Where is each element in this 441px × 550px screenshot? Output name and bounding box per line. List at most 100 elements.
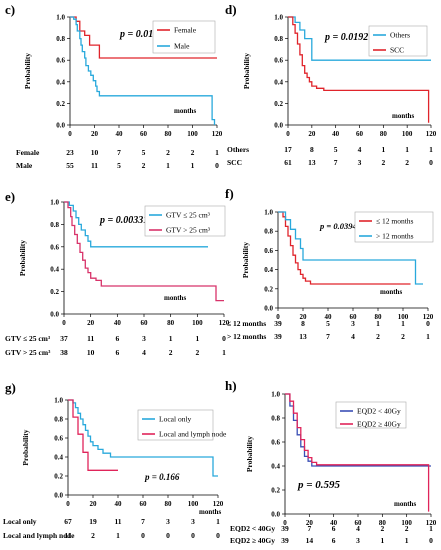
km-panel-g: g)0.00.20.40.60.81.00 20 40 60 80 100 120Proba… xyxy=(3,380,227,540)
risk-table: EQD2 < 40Gy 39 7 6 4 2 2 1 EQD2 ≥ 40Gy 39 14 6 3 1 1 0 xyxy=(230,524,433,545)
legend-entry-2: > 12 months xyxy=(376,232,414,241)
risk-cell: 2 xyxy=(405,524,409,533)
x-tick-label: 60 xyxy=(350,313,358,321)
risk-row-label: > 12 months xyxy=(227,332,266,341)
risk-cell: 1 xyxy=(401,319,405,328)
risk-row-label: Male xyxy=(16,161,33,170)
risk-cell: 13 xyxy=(308,158,316,167)
legend-box xyxy=(354,211,434,243)
p-value-label: p = 0.0105 xyxy=(119,29,163,40)
x-tick-label: 120 xyxy=(219,319,230,327)
y-tick-label: 0.6 xyxy=(56,57,65,65)
risk-cell: 3 xyxy=(356,536,360,545)
x-axis-unit-label: months xyxy=(394,500,416,508)
x-tick-label: 100 xyxy=(401,519,412,527)
y-tick-label: 0.6 xyxy=(54,435,63,443)
risk-cell: 7 xyxy=(117,148,121,157)
y-tick-label: 0.2 xyxy=(54,473,63,481)
risk-cell: 10 xyxy=(91,148,99,157)
x-tick-label: 0 xyxy=(283,519,287,527)
x-tick-label: 100 xyxy=(398,313,409,321)
y-tick-label: 1.0 xyxy=(264,209,273,217)
survival-curve-2 xyxy=(288,16,430,123)
legend-entry-1: GTV ≤ 25 cm³ xyxy=(166,211,211,220)
risk-cell: 17 xyxy=(284,145,292,154)
risk-cell: 3 xyxy=(351,319,355,328)
risk-cell: 39 xyxy=(274,332,282,341)
y-tick-label: 0.8 xyxy=(56,35,65,43)
risk-row-label: GTV > 25 cm³ xyxy=(5,348,51,357)
panel-label: e) xyxy=(5,189,15,204)
risk-cell: 0 xyxy=(141,531,145,540)
panel-label: d) xyxy=(225,2,237,17)
x-tick-label: 120 xyxy=(212,130,223,138)
x-tick-label: 60 xyxy=(140,500,148,508)
risk-table: Local only 67 19 11 7 3 3 1 Local and lymph node… xyxy=(3,517,220,540)
risk-cell: 0 xyxy=(429,158,433,167)
survival-curve-2 xyxy=(64,201,224,302)
risk-cell: 5 xyxy=(142,148,146,157)
risk-cell: 2 xyxy=(166,148,170,157)
x-tick-label: 0 xyxy=(286,130,290,138)
y-tick-label: 0.2 xyxy=(56,100,65,108)
y-tick-label: 0.0 xyxy=(50,311,59,319)
risk-cell: 11 xyxy=(114,517,121,526)
risk-cell: 7 xyxy=(307,524,311,533)
x-tick-label: 20 xyxy=(90,500,98,508)
x-tick-label: 20 xyxy=(308,130,316,138)
y-tick-label: 0.4 xyxy=(271,463,280,471)
legend-entry-1: Local only xyxy=(159,415,192,424)
risk-row-label: SCC xyxy=(227,158,242,167)
y-tick-label: 0.4 xyxy=(50,266,59,274)
risk-cell: 37 xyxy=(60,334,68,343)
x-tick-label: 60 xyxy=(141,319,149,327)
km-panel-h: h)0.00.20.40.60.81.00 20 40 60 80 100 120Proba… xyxy=(225,378,437,545)
x-tick-label: 20 xyxy=(300,313,308,321)
legend-entry-1: Female xyxy=(174,26,197,35)
legend-box xyxy=(368,25,428,57)
risk-cell: 2 xyxy=(381,158,385,167)
risk-cell: 2 xyxy=(401,332,405,341)
risk-cell: 3 xyxy=(191,517,195,526)
risk-cell: 8 xyxy=(310,145,314,154)
x-tick-label: 100 xyxy=(187,130,198,138)
legend: GTV ≤ 25 cm³ GTV > 25 cm³ xyxy=(144,205,226,237)
y-axis-label: Probability xyxy=(242,53,251,89)
risk-cell: 0 xyxy=(216,531,220,540)
survival-curve-2 xyxy=(278,211,423,285)
risk-cell: 1 xyxy=(216,517,220,526)
x-axis-unit-label: months xyxy=(199,508,221,516)
y-axis-label: Probability xyxy=(245,436,254,472)
y-tick-label: 0.0 xyxy=(56,122,65,130)
risk-cell: 1 xyxy=(191,161,195,170)
y-tick-label: 0.8 xyxy=(50,221,59,229)
y-tick-label: 0.6 xyxy=(50,243,59,251)
risk-cell: 0 xyxy=(191,531,195,540)
y-tick-label: 1.0 xyxy=(56,14,65,22)
survival-curve-1 xyxy=(288,16,431,61)
legend-entry-2: EQD2 ≥ 40Gy xyxy=(357,420,401,429)
risk-cell: 4 xyxy=(358,145,362,154)
risk-cell: 1 xyxy=(215,148,219,157)
risk-cell: 1 xyxy=(429,524,433,533)
y-axis-label: Probability xyxy=(21,429,30,465)
x-tick-label: 100 xyxy=(402,130,413,138)
y-tick-label: 0.0 xyxy=(264,305,273,313)
risk-cell: 0 xyxy=(222,334,226,343)
risk-cell: 2 xyxy=(169,348,173,357)
risk-cell: 2 xyxy=(191,148,195,157)
risk-cell: 0 xyxy=(426,319,430,328)
risk-row-label: GTV ≤ 25 cm³ xyxy=(5,334,51,343)
risk-cell: 39 xyxy=(281,536,289,545)
legend-entry-2: SCC xyxy=(390,46,404,55)
y-tick-label: 0.8 xyxy=(264,228,273,236)
x-tick-label: 20 xyxy=(91,130,99,138)
risk-cell: 4 xyxy=(351,332,355,341)
legend-entry-2: Male xyxy=(174,42,190,51)
risk-cell: 1 xyxy=(426,332,430,341)
legend: Others SCC xyxy=(368,25,428,57)
risk-cell: 14 xyxy=(306,536,314,545)
panel-label: g) xyxy=(5,380,16,395)
risk-cell: 1 xyxy=(376,319,380,328)
